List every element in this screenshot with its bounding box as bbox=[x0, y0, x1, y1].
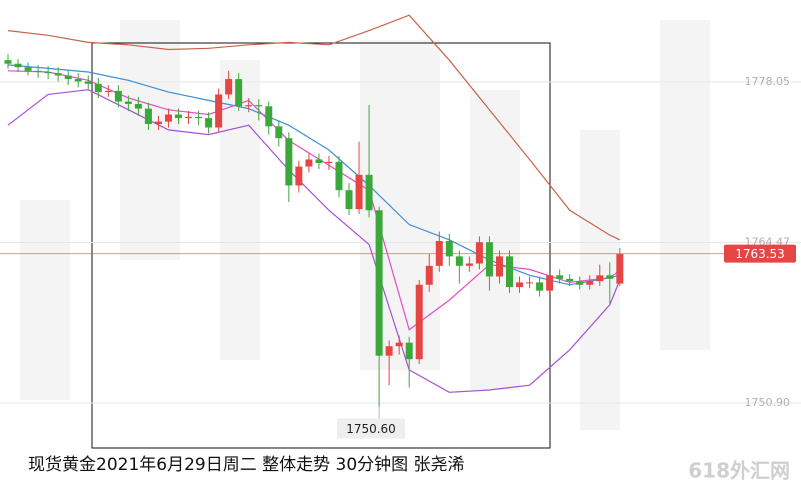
candle-body bbox=[305, 159, 313, 167]
candle-body bbox=[465, 263, 473, 266]
candle-body bbox=[475, 242, 483, 264]
candle-body bbox=[385, 346, 393, 356]
candle-body bbox=[215, 94, 223, 128]
candle-body bbox=[245, 105, 253, 107]
indicator-line bbox=[7, 64, 620, 286]
candle-body bbox=[154, 121, 162, 124]
y-tick-label: 1750.90 bbox=[745, 396, 791, 409]
candle-body bbox=[375, 210, 383, 356]
candle-body bbox=[205, 118, 213, 128]
candle-body bbox=[84, 81, 92, 84]
candle-body bbox=[255, 105, 263, 107]
watermark: 618外汇网 bbox=[688, 459, 790, 483]
candle-body bbox=[235, 79, 243, 107]
last-price-label: 1763.53 bbox=[735, 247, 785, 261]
candle-body bbox=[114, 90, 122, 102]
indicator-line bbox=[7, 14, 621, 241]
chart-title: 现货黄金2021年6月29日周二 整体走势 30分钟图 张尧浠 bbox=[28, 455, 465, 475]
candle-body bbox=[225, 79, 233, 95]
candle-body bbox=[506, 256, 513, 288]
candle-body bbox=[285, 138, 293, 186]
candle-body bbox=[54, 73, 62, 76]
background-pattern bbox=[20, 20, 710, 430]
candle-body bbox=[265, 106, 273, 127]
candle-body bbox=[365, 174, 373, 211]
candle-body bbox=[485, 242, 493, 277]
candle-body bbox=[556, 275, 564, 279]
candle-body bbox=[405, 342, 413, 360]
candle-body bbox=[104, 90, 112, 93]
candle-body bbox=[164, 114, 172, 122]
indicator-line bbox=[7, 89, 621, 393]
candle-body bbox=[495, 256, 503, 277]
candle-body bbox=[74, 79, 82, 82]
candle-body bbox=[4, 60, 12, 64]
candle-body bbox=[345, 190, 353, 210]
candle-body bbox=[185, 116, 193, 119]
candle-body bbox=[395, 342, 403, 347]
indicator-line bbox=[7, 70, 621, 331]
candle-body bbox=[24, 67, 32, 71]
candle-body bbox=[606, 275, 614, 279]
candle-body bbox=[455, 256, 463, 266]
candle-body bbox=[124, 101, 132, 104]
candle-body bbox=[315, 159, 323, 164]
candle-body bbox=[64, 75, 72, 80]
candle-body bbox=[134, 103, 142, 109]
low-marker-label: 1750.60 bbox=[346, 422, 396, 436]
candle-body bbox=[425, 265, 433, 285]
y-tick-label: 1778.05 bbox=[745, 75, 791, 88]
candle-body bbox=[586, 281, 594, 285]
candle-body bbox=[536, 282, 544, 291]
candle-body bbox=[275, 126, 283, 139]
candle-body bbox=[415, 284, 423, 360]
candle-body bbox=[616, 254, 624, 284]
candle-body bbox=[576, 281, 584, 285]
candle-body bbox=[144, 108, 152, 124]
candle-body bbox=[14, 63, 22, 68]
last-price-box bbox=[724, 244, 796, 263]
candle-body bbox=[44, 71, 52, 74]
candle-body bbox=[546, 275, 554, 291]
low-marker-box bbox=[337, 418, 405, 439]
candle-body bbox=[435, 241, 443, 266]
candle-body bbox=[596, 275, 604, 282]
candle-body bbox=[325, 161, 333, 164]
candle-body bbox=[295, 166, 303, 186]
candle-body bbox=[526, 282, 534, 284]
candle-body bbox=[355, 174, 363, 210]
candle-body bbox=[566, 278, 574, 282]
candle-body bbox=[34, 70, 42, 72]
last-price-tag: 1763.53 bbox=[724, 244, 796, 263]
candle-body bbox=[516, 282, 524, 288]
candle-body bbox=[445, 241, 453, 257]
frame bbox=[91, 42, 551, 449]
candle-body bbox=[335, 161, 343, 191]
candle-body bbox=[94, 83, 102, 93]
candle-body bbox=[175, 114, 183, 119]
candle-body bbox=[195, 116, 203, 119]
